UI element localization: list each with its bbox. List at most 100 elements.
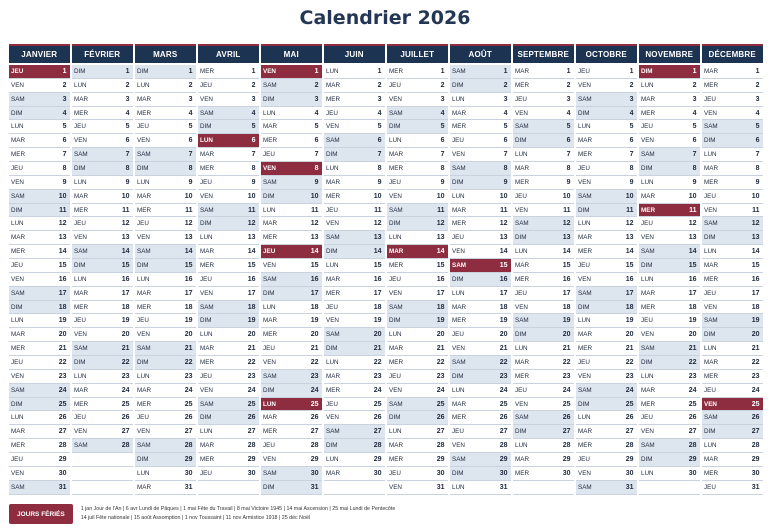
- day-cell: MER 16: [702, 272, 763, 287]
- day-number: 19: [184, 317, 193, 325]
- day-cell: LUN 20: [198, 328, 259, 343]
- day-cell: VEN 9: [576, 175, 637, 190]
- day-number: 19: [247, 317, 256, 325]
- day-cell: LUN 3: [450, 92, 511, 107]
- weekday-label: MAR: [452, 206, 466, 214]
- weekday-label: JEU: [200, 275, 212, 283]
- day-number: 3: [377, 95, 382, 103]
- weekday-label: SAM: [263, 372, 277, 380]
- weekday-label: MAR: [452, 400, 466, 408]
- day-cell: LUN 14: [513, 245, 574, 260]
- day-cell: JEU 30: [198, 466, 259, 481]
- weekday-label: LUN: [11, 317, 24, 325]
- month-column: SEPTEMBRE MAR 1 MER 2 JEU 3 VEN 4 SAM 5 DIM 6 LUN 7 MAR…: [513, 44, 574, 495]
- day-number: 23: [121, 372, 130, 380]
- day-cell: LUN 13: [387, 231, 448, 246]
- day-number: 16: [688, 275, 697, 283]
- weekday-label: MAR: [578, 137, 592, 145]
- day-number: 27: [58, 428, 67, 436]
- day-number: 27: [247, 428, 256, 436]
- day-number: 9: [692, 178, 697, 186]
- day-number: 8: [440, 164, 445, 172]
- day-number: 30: [751, 469, 760, 477]
- day-number: 27: [184, 428, 193, 436]
- weekday-label: MER: [326, 289, 340, 297]
- day-number: 16: [247, 275, 256, 283]
- day-number: 9: [566, 178, 571, 186]
- day-cell: SAM 8: [450, 162, 511, 176]
- day-number: 8: [377, 164, 382, 172]
- day-cell: DIM 10: [261, 189, 322, 204]
- weekday-label: MER: [389, 455, 403, 463]
- day-number: 12: [121, 220, 130, 228]
- day-number: 30: [373, 469, 382, 477]
- day-cell: JEU 5: [639, 120, 700, 135]
- day-number: 8: [62, 164, 67, 172]
- day-cell: JEU 2: [198, 78, 259, 93]
- day-number: 27: [436, 428, 445, 436]
- day-cell: DIM 8: [639, 162, 700, 176]
- weekday-label: VEN: [641, 234, 654, 242]
- weekday-label: JEU: [200, 469, 212, 477]
- weekday-label: LUN: [641, 275, 654, 283]
- day-cell: LUN 19: [576, 314, 637, 329]
- weekday-label: JEU: [200, 81, 212, 89]
- weekday-label: MAR: [515, 455, 529, 463]
- weekday-label: LUN: [641, 178, 654, 186]
- day-number: 20: [562, 331, 571, 339]
- day-number: 25: [310, 400, 319, 408]
- weekday-label: DIM: [452, 372, 464, 380]
- day-cell: SAM 25: [387, 397, 448, 412]
- weekday-label: MAR: [11, 137, 25, 145]
- day-cell: VEN 9: [9, 175, 70, 190]
- day-cell: MER 30: [702, 466, 763, 481]
- day-number: 13: [121, 234, 130, 242]
- day-number: 17: [436, 289, 445, 297]
- day-cell: LUN 27: [387, 425, 448, 440]
- day-cell: JEU 29: [9, 453, 70, 467]
- day-cell: JEU 10: [702, 189, 763, 204]
- day-number: 6: [629, 137, 634, 145]
- day-number: 27: [688, 428, 697, 436]
- weekday-label: DIM: [452, 469, 464, 477]
- day-number: 26: [58, 414, 67, 422]
- day-cell: LUN 18: [261, 300, 322, 315]
- day-number: 12: [436, 220, 445, 228]
- day-number: 1: [251, 67, 256, 75]
- weekday-label: MAR: [137, 95, 151, 103]
- weekday-label: VEN: [515, 109, 528, 117]
- day-cell: VEN 1: [261, 65, 322, 79]
- weekday-label: DIM: [641, 67, 653, 75]
- day-number: 24: [247, 386, 256, 394]
- weekday-label: LUN: [326, 67, 339, 75]
- weekday-label: SAM: [389, 109, 403, 117]
- day-cell: JEU 25: [324, 397, 385, 412]
- day-cell: SAM 3: [576, 92, 637, 107]
- day-cell: JEU 12: [639, 217, 700, 232]
- weekday-label: JEU: [74, 317, 86, 325]
- weekday-label: MAR: [137, 289, 151, 297]
- weekday-label: LUN: [11, 414, 24, 422]
- day-cell: DIM 17: [261, 286, 322, 301]
- month-header: FÉVRIER: [72, 44, 133, 63]
- day-cell: LUN 2: [72, 78, 133, 93]
- day-cell: SAM 7: [72, 148, 133, 163]
- day-number: 5: [629, 123, 634, 131]
- day-number: 11: [311, 206, 319, 214]
- weekday-label: MER: [452, 317, 466, 325]
- weekday-label: LUN: [515, 248, 528, 256]
- day-cell: MER 22: [387, 356, 448, 370]
- day-number: 2: [755, 81, 760, 89]
- month-header: AVRIL: [198, 44, 259, 63]
- day-cell: SAM 16: [261, 272, 322, 287]
- weekday-label: DIM: [137, 455, 149, 463]
- day-number: 10: [499, 192, 508, 200]
- day-cell: MER 4: [639, 106, 700, 121]
- day-cell: MAR 30: [324, 466, 385, 481]
- weekday-label: MAR: [11, 234, 25, 242]
- day-number: 23: [499, 372, 508, 380]
- day-number: 31: [184, 483, 193, 491]
- day-cell: SAM 4: [387, 106, 448, 121]
- weekday-label: SAM: [137, 151, 151, 159]
- weekday-label: JEU: [578, 164, 590, 172]
